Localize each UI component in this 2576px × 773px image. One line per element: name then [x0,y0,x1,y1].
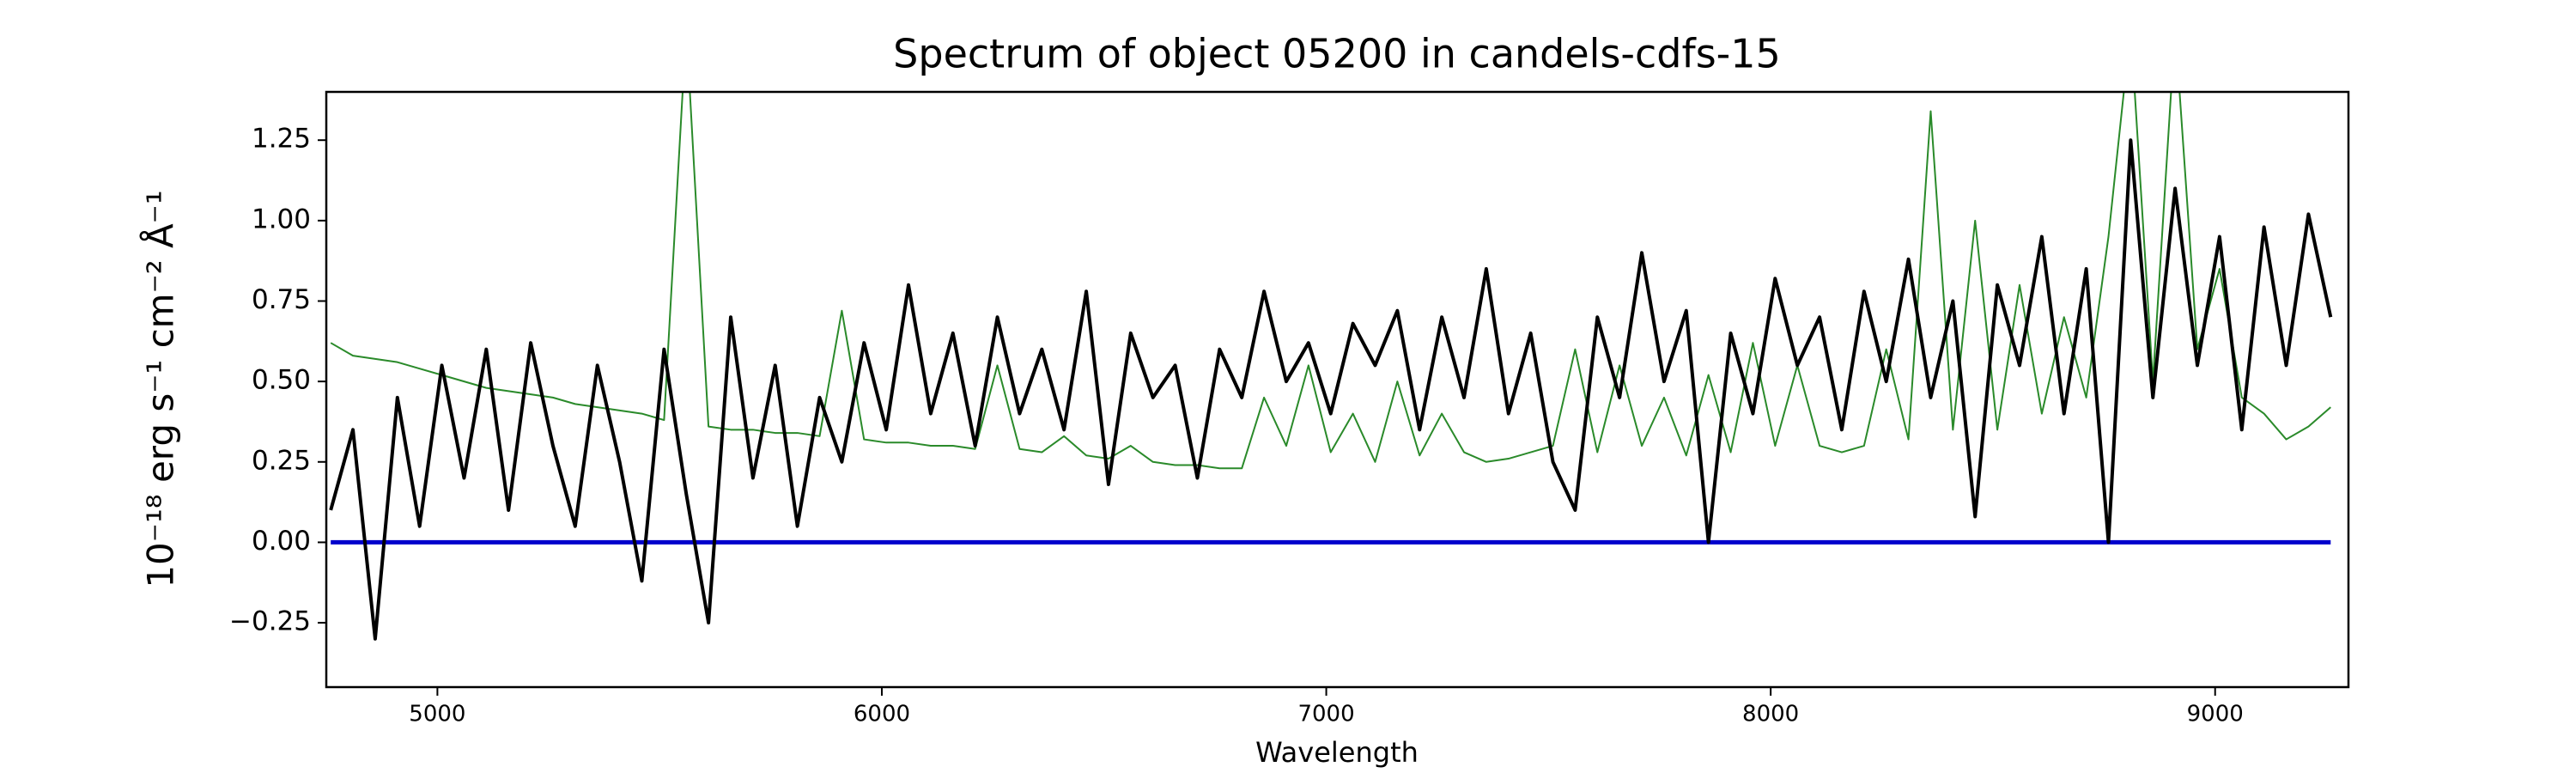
plot-area [329,92,2333,641]
spectrum-line [330,92,2331,470]
y-tick-label: 1.00 [252,204,311,234]
y-tick-label: 1.25 [252,124,311,155]
x-tick-label: 8000 [1742,702,1799,727]
x-axis-label: Wavelength [1255,736,1419,769]
y-axis-label: 10⁻¹⁸ erg s⁻¹ cm⁻² Å⁻¹ [139,190,182,587]
spectrum-line [329,138,2333,641]
y-tick-label: −0.25 [229,606,311,637]
chart-title: Spectrum of object 05200 in candels-cdfs… [893,31,1781,77]
x-tick-label: 7000 [1297,702,1354,727]
x-tick-label: 9000 [2187,702,2244,727]
y-tick-label: 0.25 [252,445,311,476]
x-tick-label: 6000 [854,702,910,727]
x-tick-label: 5000 [409,702,465,727]
y-tick-label: 0.50 [252,365,311,396]
y-tick-label: 0.75 [252,284,311,315]
plot-frame [325,90,2350,689]
y-tick-label: 0.00 [252,526,311,557]
